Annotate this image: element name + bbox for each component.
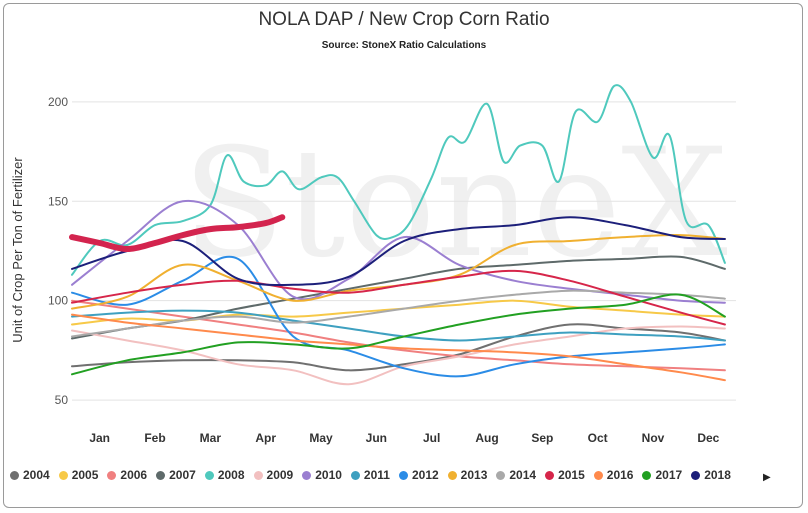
legend: 2004 2005 2006 2007 2008 2009 2010 2011 2012 2013… — [10, 468, 740, 482]
legend-item-2015[interactable]: 2015 — [545, 468, 585, 482]
x-tick-label: Nov — [642, 431, 665, 445]
legend-marker-icon — [204, 470, 214, 480]
legend-label: 2013 — [460, 468, 488, 482]
legend-next-icon[interactable]: ▶ — [763, 472, 771, 483]
legend-marker-icon — [545, 470, 555, 480]
legend-item-2007[interactable]: 2007 — [156, 468, 196, 482]
chart-frame — [3, 3, 803, 508]
legend-item-2013[interactable]: 2013 — [447, 468, 488, 482]
x-tick-label: Feb — [144, 431, 165, 445]
legend-item-2005[interactable]: 2005 — [58, 468, 99, 482]
series-line-2009[interactable] — [71, 325, 726, 386]
legend-marker-icon — [10, 470, 19, 480]
legend-item-2017[interactable]: 2017 — [642, 468, 682, 482]
legend-marker-icon — [398, 470, 408, 480]
legend-marker-icon — [447, 470, 457, 480]
x-tick-label: Jan — [89, 431, 110, 445]
series-line-2015[interactable] — [71, 269, 726, 326]
legend-label: 2008 — [217, 468, 245, 482]
series-line-2017[interactable] — [71, 293, 726, 376]
legend-item-2011[interactable]: 2011 — [350, 468, 390, 482]
series-line-2012[interactable] — [71, 255, 726, 378]
x-tick-label: Jul — [423, 431, 440, 445]
legend-label: 2011 — [363, 468, 390, 482]
legend-marker-icon — [253, 470, 263, 480]
x-tick-label: Mar — [200, 431, 222, 445]
x-tick-label: Oct — [588, 431, 608, 445]
series-line-2014[interactable] — [71, 289, 726, 338]
x-tick-label: May — [309, 431, 333, 445]
legend-item-2014[interactable]: 2014 — [496, 468, 536, 482]
legend-label: 2009 — [266, 468, 294, 482]
legend-item-2009[interactable]: 2009 — [253, 468, 294, 482]
legend-marker-icon — [58, 470, 68, 480]
chart-title: NOLA DAP / New Crop Corn Ratio — [258, 9, 550, 30]
legend-item-2018[interactable]: 2018 — [691, 468, 731, 482]
legend-label: 2014 — [509, 468, 537, 482]
y-axis-label: Unit of Crop Per Ton of Fertilizer — [10, 157, 25, 343]
legend-marker-icon — [302, 470, 312, 480]
legend-label: 2005 — [71, 468, 99, 482]
legend-item-2008[interactable]: 2008 — [204, 468, 245, 482]
legend-marker-icon — [593, 470, 603, 480]
y-tick-label: 200 — [48, 95, 68, 109]
legend-item-2010[interactable]: 2010 — [302, 468, 342, 482]
legend-label: 2015 — [558, 468, 585, 482]
legend-item-2016[interactable]: 2016 — [593, 468, 634, 482]
y-axis-ticks: 50 100 150 200 — [48, 95, 68, 407]
legend-label: 2006 — [120, 468, 148, 482]
series-lines — [69, 84, 726, 386]
legend-marker-icon — [691, 470, 701, 480]
legend-item-2004[interactable]: 2004 — [10, 468, 50, 482]
x-tick-label: Apr — [255, 431, 276, 445]
legend-item-2006[interactable]: 2006 — [107, 468, 147, 482]
legend-marker-icon — [107, 470, 117, 480]
y-tick-label: 100 — [48, 294, 68, 308]
chart-subtitle: Source: StoneX Ratio Calculations — [321, 40, 487, 51]
legend-label: 2004 — [23, 468, 50, 482]
x-tick-label: Dec — [697, 431, 719, 445]
legend-marker-icon — [496, 470, 506, 480]
legend-marker-icon — [642, 470, 652, 480]
x-tick-label: Jun — [366, 431, 387, 445]
legend-label: 2018 — [704, 468, 731, 482]
legend-label: 2016 — [606, 468, 634, 482]
legend-marker-icon — [156, 470, 166, 480]
y-tick-label: 50 — [55, 393, 69, 407]
series-line-2010[interactable] — [71, 199, 726, 304]
x-tick-label: Aug — [475, 431, 498, 445]
legend-marker-icon — [350, 470, 360, 480]
x-axis-ticks: Jan Feb Mar Apr May Jun Jul Aug Sep Oct Nov Dec — [89, 431, 719, 445]
series-line-2019[interactable] — [69, 214, 286, 252]
legend-label: 2007 — [169, 468, 196, 482]
series-line-2018[interactable] — [71, 216, 726, 287]
y-tick-label: 150 — [48, 194, 68, 208]
legend-label: 2012 — [411, 468, 439, 482]
x-tick-label: Sep — [531, 431, 553, 445]
legend-label: 2010 — [315, 468, 342, 482]
series-line-2016[interactable] — [71, 313, 726, 382]
series-line-2008[interactable] — [71, 84, 726, 276]
series-line-2006[interactable] — [71, 299, 726, 372]
legend-label: 2017 — [655, 468, 683, 482]
legend-item-2012[interactable]: 2012 — [398, 468, 439, 482]
